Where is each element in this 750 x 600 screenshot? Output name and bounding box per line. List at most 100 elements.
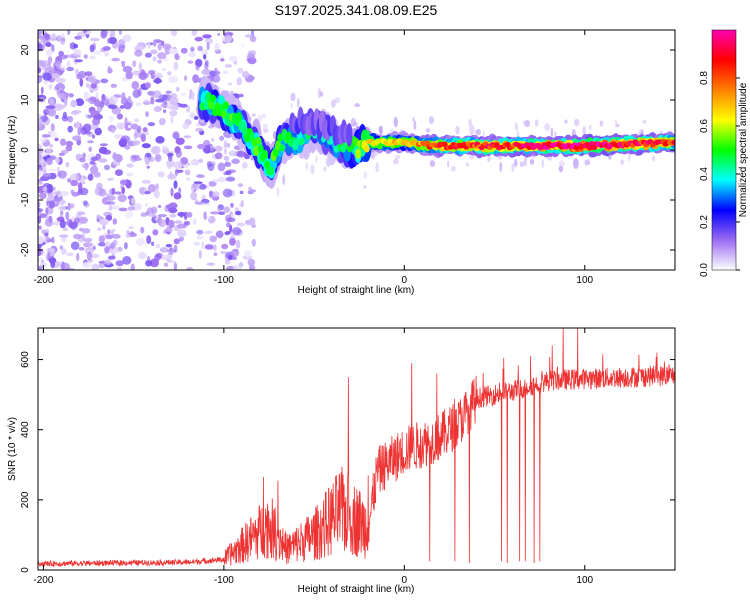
noise-blob bbox=[38, 170, 44, 174]
noise-blob bbox=[165, 253, 173, 260]
noise-blob bbox=[168, 207, 178, 214]
noise-blob bbox=[111, 187, 116, 195]
noise-blob bbox=[363, 185, 367, 189]
noise-blob bbox=[151, 145, 161, 155]
noise-blob bbox=[468, 118, 473, 128]
noise-blob bbox=[56, 166, 60, 174]
noise-blob bbox=[137, 251, 147, 260]
noise-blob bbox=[45, 48, 53, 57]
noise-blob bbox=[220, 250, 227, 255]
noise-blob bbox=[455, 125, 460, 135]
noise-blob bbox=[131, 81, 140, 90]
noise-blob bbox=[558, 160, 565, 167]
noise-blob bbox=[244, 34, 253, 38]
noise-blob bbox=[59, 138, 67, 146]
noise-blob bbox=[135, 238, 145, 246]
noise-blob bbox=[319, 91, 324, 97]
noise-blob bbox=[163, 228, 174, 233]
noise-blob bbox=[296, 97, 300, 108]
noise-blob bbox=[81, 233, 85, 241]
noise-blob bbox=[38, 181, 43, 185]
noise-blob bbox=[124, 99, 134, 108]
noise-blob bbox=[68, 93, 74, 98]
noise-blob bbox=[550, 127, 554, 138]
noise-blob bbox=[111, 127, 116, 133]
noise-blob bbox=[194, 36, 204, 42]
noise-blob bbox=[150, 206, 158, 214]
noise-blob bbox=[627, 153, 631, 162]
noise-blob bbox=[40, 175, 50, 182]
noise-blob bbox=[45, 148, 53, 154]
noise-blob bbox=[95, 91, 99, 100]
noise-blob bbox=[523, 157, 528, 167]
noise-blob bbox=[108, 95, 118, 105]
noise-blob bbox=[599, 120, 604, 127]
noise-blob bbox=[168, 219, 175, 229]
noise-blob bbox=[40, 60, 50, 66]
noise-blob bbox=[193, 181, 203, 185]
noise-blob bbox=[276, 187, 280, 197]
noise-blob bbox=[87, 140, 94, 144]
x-tick-label: -200 bbox=[33, 575, 53, 586]
noise-blob bbox=[146, 235, 152, 245]
noise-blob bbox=[106, 195, 116, 201]
noise-blob bbox=[190, 46, 195, 52]
noise-blob bbox=[196, 235, 203, 240]
noise-blob bbox=[100, 32, 107, 39]
noise-blob bbox=[70, 189, 75, 195]
noise-blob bbox=[58, 234, 69, 238]
noise-blob bbox=[178, 236, 184, 242]
noise-blob bbox=[180, 92, 187, 96]
y-tick-label: 10 bbox=[20, 94, 31, 106]
noise-blob bbox=[65, 145, 73, 152]
noise-blob bbox=[244, 249, 252, 258]
noise-blob bbox=[106, 37, 112, 44]
spectrogram-x-label: Height of straight line (km) bbox=[298, 285, 415, 296]
noise-blob bbox=[214, 152, 223, 160]
noise-blob bbox=[584, 159, 591, 166]
noise-blob bbox=[120, 179, 127, 186]
noise-blob bbox=[145, 260, 153, 267]
noise-blob bbox=[379, 125, 383, 137]
noise-blob bbox=[121, 62, 126, 68]
noise-blob bbox=[209, 190, 213, 198]
noise-blob bbox=[305, 162, 308, 171]
noise-blob bbox=[73, 233, 82, 240]
noise-blob bbox=[117, 194, 127, 203]
noise-blob bbox=[50, 34, 57, 39]
noise-blob bbox=[125, 234, 131, 239]
noise-blob bbox=[221, 243, 229, 250]
noise-blob bbox=[98, 146, 108, 154]
noise-blob bbox=[544, 123, 551, 132]
noise-blob bbox=[84, 71, 93, 77]
noise-blob bbox=[224, 34, 232, 44]
noise-blob bbox=[105, 234, 113, 240]
noise-blob bbox=[38, 208, 44, 213]
noise-blob bbox=[180, 157, 189, 165]
noise-blob bbox=[127, 124, 132, 129]
colorbar-tick-label: 0.4 bbox=[699, 167, 710, 181]
noise-blob bbox=[124, 242, 128, 250]
noise-blob bbox=[173, 192, 182, 200]
noise-blob bbox=[263, 129, 269, 133]
noise-blob bbox=[223, 140, 227, 149]
noise-blob bbox=[589, 124, 592, 131]
noise-blob bbox=[60, 54, 68, 60]
noise-blob bbox=[50, 260, 56, 269]
noise-blob bbox=[198, 158, 203, 163]
noise-blob bbox=[90, 37, 100, 42]
ridge-cell bbox=[255, 136, 262, 145]
noise-blob bbox=[513, 158, 518, 167]
noise-blob bbox=[226, 217, 236, 223]
snr-x-ticks: -200 -100 0 100 bbox=[33, 328, 594, 586]
noise-blob bbox=[236, 222, 246, 227]
ridge-cell bbox=[268, 166, 275, 176]
noise-blob bbox=[41, 229, 46, 234]
noise-blob bbox=[184, 75, 188, 81]
noise-blob bbox=[412, 116, 415, 122]
noise-blob bbox=[75, 98, 85, 107]
noise-blob bbox=[83, 242, 93, 248]
noise-blob bbox=[315, 155, 318, 164]
noise-blob bbox=[148, 156, 155, 163]
noise-blob bbox=[158, 117, 166, 126]
